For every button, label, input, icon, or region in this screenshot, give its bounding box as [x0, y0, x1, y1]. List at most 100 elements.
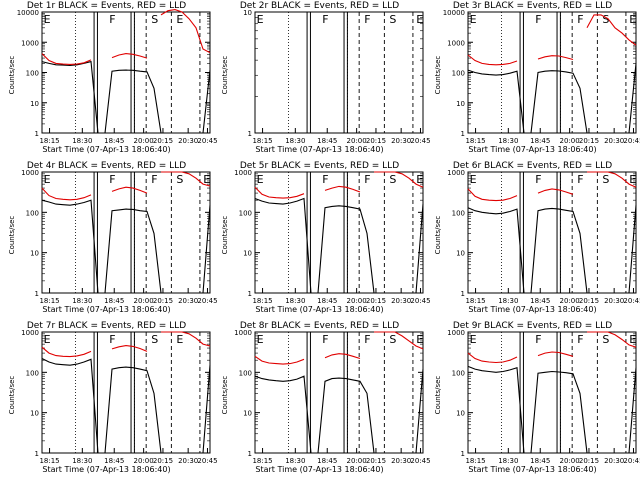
event-marker: F	[535, 13, 541, 26]
event-marker: E	[257, 13, 264, 26]
y-tick-label: 100	[239, 209, 252, 217]
x-tick-label: 20:45	[410, 297, 430, 305]
event-marker: S	[389, 13, 396, 26]
y-tick-label: 100	[452, 209, 465, 217]
detector-plot: 1 10 100 1000 10000 18:15 18:30 18:45 20:00 20:15…	[17, 9, 218, 145]
events-series-line	[467, 205, 637, 294]
y-tick-label: 10	[243, 250, 252, 258]
event-marker: F	[151, 173, 157, 186]
detector-panel: 1 10 100 1000 10000 18:15 18:30 18:45 20:00 20:15…	[426, 0, 640, 160]
event-marker: F	[535, 333, 541, 346]
x-axis-label: Start Time (07-Apr-13 18:06:40)	[42, 145, 171, 154]
y-tick-label: 1	[35, 130, 39, 138]
detector-panel: 1 10 18:15 18:30 18:45 20:00 20:15 20:30 20:45 E F…	[213, 0, 431, 160]
x-tick-label: 18:15	[252, 137, 272, 145]
events-series-line	[467, 365, 637, 454]
x-tick-label: 18:15	[252, 457, 272, 465]
event-marker: S	[389, 333, 396, 346]
plot-frame	[254, 11, 424, 134]
y-tick-label: 10	[30, 250, 39, 258]
event-marker: E	[416, 13, 423, 26]
x-tick-label: 20:00	[560, 137, 580, 145]
x-tick-label: 18:45	[104, 297, 124, 305]
lld-series-line	[254, 331, 424, 365]
x-tick-label: 18:45	[317, 457, 337, 465]
x-tick-label: 20:30	[178, 457, 198, 465]
x-tick-label: 20:15	[366, 457, 386, 465]
x-tick-label: 20:00	[560, 297, 580, 305]
x-tick-label: 20:30	[604, 137, 624, 145]
x-tick-label: 20:45	[197, 137, 217, 145]
x-tick-label: 20:15	[579, 137, 599, 145]
detector-plot: 1 10 100 1000 18:15 18:30 18:45 20:00 20:15 20:30…	[447, 169, 640, 305]
detector-panel: 1 10 100 1000 18:15 18:30 18:45 20:00 20:15 20:30…	[426, 320, 640, 480]
lld-series-line	[467, 331, 637, 364]
x-tick-label: 20:00	[134, 297, 154, 305]
x-tick-label: 20:30	[604, 457, 624, 465]
x-tick-label: 18:45	[317, 137, 337, 145]
x-tick-label: 20:15	[153, 137, 173, 145]
event-marker: E	[629, 173, 636, 186]
x-tick-label: 18:15	[252, 297, 272, 305]
lld-series-line	[467, 171, 637, 202]
plot-frame	[467, 331, 637, 454]
chart-title: Det 2r BLACK = Events, RED = LLD	[239, 1, 400, 11]
lld-series-line	[41, 331, 211, 358]
plot-frame	[41, 331, 211, 454]
y-tick-label: 1	[248, 450, 252, 458]
chart-title: Det 8r BLACK = Events, RED = LLD	[239, 321, 400, 331]
y-tick-label: 10	[243, 410, 252, 418]
x-tick-label: 20:30	[604, 297, 624, 305]
event-marker: F	[577, 333, 583, 346]
y-tick-label: 10	[30, 410, 39, 418]
chart-title: Det 3r BLACK = Events, RED = LLD	[452, 1, 613, 11]
y-tick-label: 100	[452, 369, 465, 377]
event-marker: E	[257, 173, 264, 186]
y-tick-label: 1000	[21, 329, 39, 337]
x-tick-label: 20:45	[623, 457, 640, 465]
plot-frame	[254, 331, 424, 454]
chart-title: Det 5r BLACK = Events, RED = LLD	[239, 161, 400, 171]
x-tick-label: 20:00	[347, 297, 367, 305]
x-tick-label: 20:00	[347, 137, 367, 145]
y-tick-label: 1000	[21, 39, 39, 47]
x-tick-label: 20:30	[178, 137, 198, 145]
event-marker: F	[577, 173, 583, 186]
x-tick-label: 18:45	[104, 137, 124, 145]
y-tick-label: 1000	[447, 39, 465, 47]
x-tick-label: 18:30	[498, 457, 518, 465]
event-marker: E	[44, 13, 51, 26]
event-marker: E	[629, 333, 636, 346]
lld-series-line	[467, 14, 637, 66]
x-tick-label: 20:00	[347, 457, 367, 465]
x-tick-label: 20:15	[579, 457, 599, 465]
x-tick-label: 20:45	[623, 297, 640, 305]
y-tick-label: 10000	[443, 9, 465, 17]
y-tick-label: 10	[456, 410, 465, 418]
event-marker: S	[602, 173, 609, 186]
event-marker: F	[322, 173, 328, 186]
x-tick-label: 20:45	[410, 457, 430, 465]
events-series-line	[41, 60, 211, 134]
detector-plot: 1 10 100 1000 10000 18:15 18:30 18:45 20:00 20:15…	[443, 9, 640, 145]
x-tick-label: 18:45	[530, 137, 550, 145]
y-tick-label: 100	[26, 369, 39, 377]
chart-title: Det 1r BLACK = Events, RED = LLD	[26, 1, 187, 11]
x-tick-label: 18:30	[285, 457, 305, 465]
y-axis-label: Counts/sec	[8, 55, 16, 95]
x-tick-label: 20:30	[391, 297, 411, 305]
detector-panel: 1 10 100 1000 18:15 18:30 18:45 20:00 20:15 20:30…	[426, 160, 640, 320]
x-tick-label: 18:15	[39, 297, 59, 305]
x-tick-label: 20:45	[410, 137, 430, 145]
events-series-line	[254, 197, 424, 294]
x-tick-label: 20:30	[391, 457, 411, 465]
x-tick-label: 20:15	[366, 137, 386, 145]
event-marker: S	[389, 173, 396, 186]
event-marker: E	[470, 13, 477, 26]
x-axis-label: Start Time (07-Apr-13 18:06:40)	[255, 305, 384, 314]
x-tick-label: 18:15	[39, 137, 59, 145]
event-marker: F	[322, 13, 328, 26]
y-tick-label: 1	[461, 450, 465, 458]
x-tick-label: 18:30	[72, 297, 92, 305]
lld-series-line	[41, 9, 211, 65]
